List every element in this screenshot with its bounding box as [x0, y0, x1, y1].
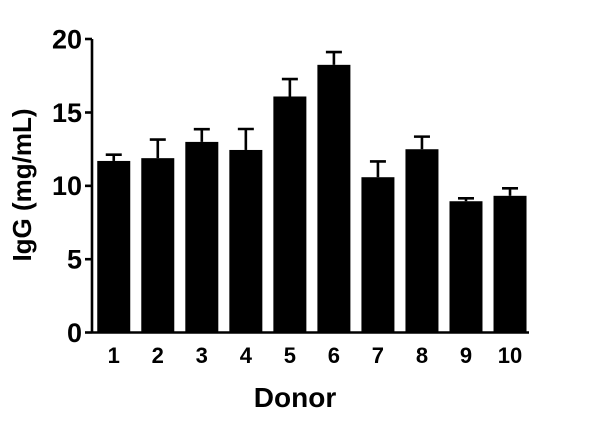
- svg-text:15: 15: [52, 98, 82, 128]
- svg-text:Donor: Donor: [254, 382, 337, 413]
- svg-text:1: 1: [108, 343, 120, 368]
- svg-text:20: 20: [52, 25, 82, 55]
- svg-text:10: 10: [498, 343, 522, 368]
- svg-text:8: 8: [416, 343, 428, 368]
- svg-text:9: 9: [460, 343, 472, 368]
- svg-text:10: 10: [52, 171, 82, 201]
- svg-text:3: 3: [196, 343, 208, 368]
- svg-text:7: 7: [372, 343, 384, 368]
- svg-text:IgG (mg/mL): IgG (mg/mL): [7, 108, 37, 261]
- svg-text:4: 4: [240, 343, 253, 368]
- svg-text:6: 6: [328, 343, 340, 368]
- svg-text:2: 2: [152, 343, 164, 368]
- svg-text:5: 5: [284, 343, 296, 368]
- svg-text:0: 0: [67, 318, 82, 348]
- svg-text:5: 5: [67, 245, 82, 275]
